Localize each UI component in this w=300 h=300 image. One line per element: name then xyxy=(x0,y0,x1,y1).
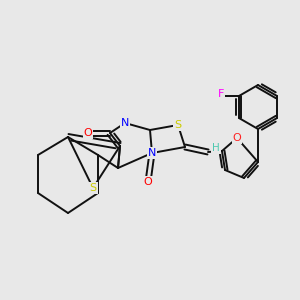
Text: S: S xyxy=(89,183,97,193)
Text: N: N xyxy=(148,148,156,158)
Text: N: N xyxy=(121,118,129,128)
Text: O: O xyxy=(144,177,152,187)
Text: H: H xyxy=(212,143,220,153)
Text: S: S xyxy=(174,120,182,130)
Text: F: F xyxy=(218,89,224,99)
Text: O: O xyxy=(232,133,242,143)
Text: O: O xyxy=(84,128,92,138)
